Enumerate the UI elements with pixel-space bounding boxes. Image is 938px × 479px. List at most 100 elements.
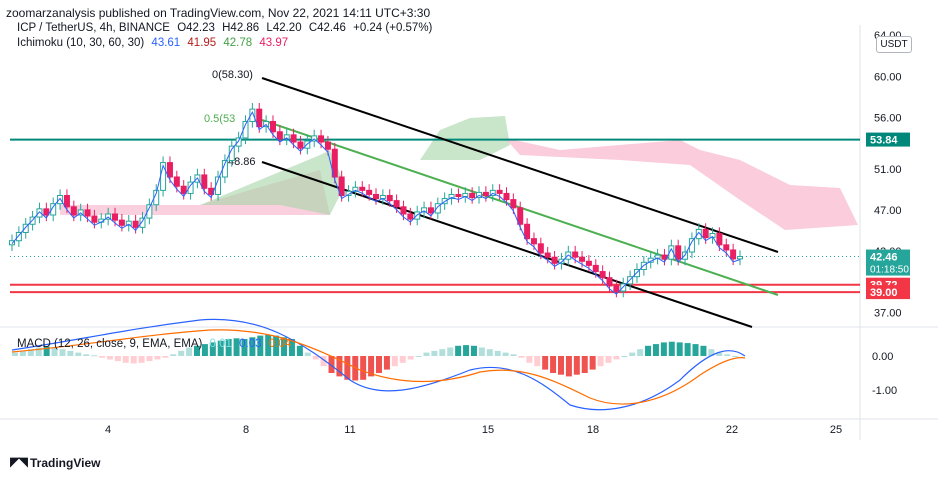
- candle-body: [434, 203, 441, 214]
- macd-hist-bar: [565, 356, 572, 377]
- time-tick-label: 8: [243, 424, 249, 436]
- candle-body: [235, 137, 242, 147]
- ichimoku-cloud-bearish-2: [505, 138, 858, 230]
- candle-body: [469, 192, 476, 199]
- candle-body: [572, 251, 579, 258]
- candle-body: [366, 189, 373, 195]
- candle-body: [118, 219, 125, 226]
- candle-body: [730, 249, 737, 260]
- ichimoku-conversion-line: [11, 110, 741, 295]
- candle-body: [386, 194, 393, 202]
- published-header: zoomarzanalysis published on TradingView…: [6, 6, 431, 20]
- candle-body: [324, 141, 331, 150]
- candle-body: [551, 256, 558, 264]
- price-label-text: 53.84: [870, 135, 898, 147]
- macd-hist-bar: [336, 356, 343, 377]
- ichimoku-legend: Ichimoku (10, 30, 60, 30) 43.61 41.95 42…: [17, 37, 292, 49]
- macd-hist-bar: [455, 345, 462, 356]
- price-tick-label: 56.00: [874, 112, 902, 124]
- candle-body: [496, 189, 503, 194]
- macd-hist-bar: [328, 356, 335, 373]
- candle-body: [9, 240, 15, 246]
- macd-hist-bar: [130, 356, 137, 364]
- price-tick-label: 47.00: [874, 205, 902, 217]
- candle-body: [613, 285, 620, 292]
- candle-body: [400, 206, 407, 215]
- candle-body: [112, 213, 119, 221]
- macd-hist-bar: [75, 352, 82, 356]
- macd-hist-bar: [67, 350, 74, 356]
- candle-body: [407, 213, 414, 220]
- candle-body: [249, 108, 256, 122]
- macd-hist-bar: [573, 356, 580, 375]
- macd-signal-line: [11, 329, 746, 405]
- macd-hist-bar: [281, 337, 288, 356]
- macd-hist-bar: [304, 352, 311, 356]
- candle-body: [276, 131, 283, 140]
- change-value: +0.24 (+0.57%): [353, 22, 433, 34]
- candle-body: [269, 120, 276, 133]
- candle-body: [318, 135, 325, 143]
- candle-body: [70, 206, 77, 216]
- macd-hist-bar: [684, 343, 691, 356]
- candle-body: [283, 134, 290, 140]
- candle-body: [166, 162, 173, 178]
- symbol-legend: ICP / TetherUS, 4h, BINANCE O42.23 H42.8…: [17, 22, 436, 34]
- macd-hist-bar: [138, 356, 145, 363]
- candle-body: [585, 260, 592, 266]
- macd-label[interactable]: MACD (12, 26, close, 9, EMA, EMA): [17, 338, 203, 350]
- candle-body: [146, 204, 153, 219]
- price-label-box: [866, 132, 910, 147]
- candle-body: [510, 199, 517, 209]
- macd-hist-bar: [494, 350, 501, 356]
- macd-hist-bar: [510, 354, 517, 356]
- macd-hist-bar: [652, 344, 659, 356]
- macd-hist-bar: [368, 356, 375, 377]
- candle-body: [15, 231, 22, 242]
- time-tick-label: 4: [105, 424, 111, 436]
- macd-hist-bar: [692, 344, 699, 356]
- ichimoku-label[interactable]: Ichimoku (10, 30, 60, 30): [17, 37, 145, 49]
- time-tick-label: 15: [482, 424, 494, 436]
- candle-body: [373, 193, 379, 200]
- macd-hist-bar: [320, 356, 327, 367]
- price-label-text: 42.46: [870, 252, 898, 264]
- candle-body: [695, 228, 702, 240]
- candle-body: [173, 176, 180, 187]
- price-label-countdown: 01:18:50: [870, 265, 909, 276]
- macd-hist-bar: [470, 345, 477, 356]
- candle-body: [187, 181, 194, 194]
- candle-body: [359, 186, 366, 191]
- macd-hist-bar: [716, 352, 723, 356]
- tradingview-logo[interactable]: ◤◥ TradingView: [10, 455, 100, 470]
- macd-hist-bar: [668, 341, 675, 356]
- candle-body: [63, 194, 70, 208]
- symbol-label[interactable]: ICP / TetherUS, 4h, BINANCE: [17, 22, 170, 34]
- price-label-text: 39.00: [870, 287, 898, 299]
- price-label-box: [866, 249, 910, 276]
- macd-hist-bar: [463, 345, 470, 356]
- candle-body: [737, 256, 743, 260]
- macd-hist-bar: [344, 356, 351, 380]
- macd-hist-bar: [114, 356, 121, 362]
- macd-hist-bar: [676, 342, 683, 356]
- macd-hist-bar: [605, 356, 612, 363]
- ichimoku-conversion: 43.61: [151, 37, 181, 49]
- tradingview-logo-icon: ◤◥: [10, 455, 28, 470]
- candle-body: [125, 220, 132, 226]
- macd-hist-bar: [194, 345, 200, 356]
- candle-body: [709, 233, 716, 239]
- macd-hist-bar: [225, 339, 232, 356]
- candle-body: [256, 108, 263, 128]
- candle-body: [716, 233, 723, 246]
- fib-top-annotation: 0(58.30): [212, 69, 253, 81]
- macd-tick-label: -1.00: [872, 385, 897, 397]
- macd-hist-bar: [660, 342, 667, 356]
- candle-body: [544, 252, 551, 258]
- currency-button[interactable]: USDT: [876, 36, 912, 53]
- candle-body: [36, 208, 43, 218]
- macd-hist-bar: [12, 352, 18, 356]
- macd-hist-bar: [312, 356, 319, 360]
